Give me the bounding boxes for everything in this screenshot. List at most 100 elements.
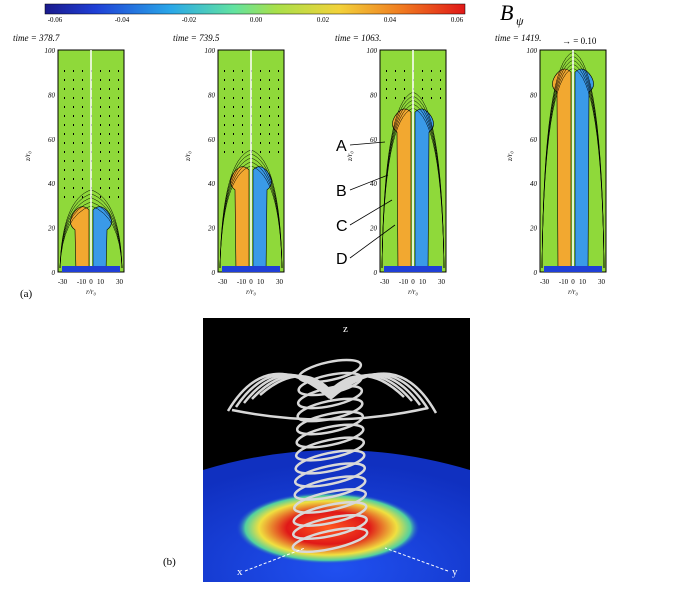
x-tick-label: -30 xyxy=(380,278,390,286)
x-tick-label: 0 xyxy=(249,278,253,286)
x-tick-label: 30 xyxy=(116,278,124,286)
y-axis-label: z/r₀ xyxy=(346,151,354,162)
x-tick-label: 10 xyxy=(419,278,427,286)
colorbar-tick: 0.00 xyxy=(250,16,263,24)
helix-turn xyxy=(295,410,365,436)
y-tick-label: 40 xyxy=(370,180,378,188)
vector xyxy=(64,70,65,72)
vector xyxy=(269,106,270,108)
helix-turn xyxy=(295,423,365,449)
base xyxy=(384,266,442,272)
vector xyxy=(100,151,101,153)
x-tick-label: 0 xyxy=(571,278,575,286)
vector xyxy=(100,79,101,81)
y-tick-label: 40 xyxy=(208,180,216,188)
lobe-right xyxy=(574,68,594,273)
vector xyxy=(109,196,110,198)
vector xyxy=(118,88,119,90)
y-axis-label: z/r₀ xyxy=(24,151,32,162)
colorbar xyxy=(44,3,466,15)
y-tick-label: 80 xyxy=(370,91,378,99)
colorbar-label: B xyxy=(500,0,513,25)
vector xyxy=(109,178,110,180)
vector xyxy=(73,79,74,81)
vector xyxy=(242,97,243,99)
vector xyxy=(73,88,74,90)
y-tick-label: 60 xyxy=(48,136,56,144)
vector xyxy=(82,70,83,72)
y-tick-label: 20 xyxy=(370,225,378,233)
vector xyxy=(64,124,65,126)
vector xyxy=(386,70,387,72)
y-tick-label: 40 xyxy=(530,180,538,188)
marker-line xyxy=(349,174,389,191)
vector xyxy=(118,178,119,180)
vector xyxy=(73,133,74,135)
ring xyxy=(236,492,420,564)
vector xyxy=(440,79,441,81)
vector xyxy=(100,169,101,171)
vector xyxy=(440,97,441,99)
vector xyxy=(82,160,83,162)
vector xyxy=(109,187,110,189)
vector xyxy=(233,151,234,153)
vector xyxy=(224,133,225,135)
vector xyxy=(431,70,432,72)
field-lines xyxy=(226,358,438,554)
cap-line xyxy=(226,372,331,412)
vector xyxy=(404,70,405,72)
vector xyxy=(73,115,74,117)
vector xyxy=(260,151,261,153)
vector xyxy=(100,133,101,135)
x-axis-label: r/r₀ xyxy=(408,288,418,296)
vector xyxy=(118,160,119,162)
lobe-left xyxy=(230,166,250,273)
vector xyxy=(224,88,225,90)
vector xyxy=(422,97,423,99)
vector xyxy=(422,88,423,90)
vector xyxy=(260,115,261,117)
axis-x: x xyxy=(237,566,243,578)
vector xyxy=(278,70,279,72)
y-tick-label: 60 xyxy=(208,136,216,144)
colorbar-tick: 0.04 xyxy=(384,16,397,24)
vector xyxy=(118,151,119,153)
vector xyxy=(242,70,243,72)
vector xyxy=(100,88,101,90)
cap-rim xyxy=(231,406,429,421)
vector xyxy=(278,88,279,90)
cap-line xyxy=(329,372,438,414)
vector xyxy=(73,106,74,108)
vector xyxy=(118,196,119,198)
vector xyxy=(109,133,110,135)
vector xyxy=(269,151,270,153)
vector xyxy=(242,79,243,81)
vector xyxy=(100,187,101,189)
vector xyxy=(278,133,279,135)
vector xyxy=(118,97,119,99)
vector xyxy=(278,151,279,153)
vector xyxy=(431,79,432,81)
vector xyxy=(422,79,423,81)
time-label: time = 378.7 xyxy=(13,33,60,43)
x-tick-label: -10 xyxy=(399,278,409,286)
vector xyxy=(64,187,65,189)
x-tick-label: -30 xyxy=(540,278,550,286)
time-label: time = 1063. xyxy=(335,33,381,43)
x-tick-label: 10 xyxy=(579,278,587,286)
vector xyxy=(109,124,110,126)
vector xyxy=(109,70,110,72)
vector xyxy=(82,196,83,198)
vector xyxy=(260,106,261,108)
base xyxy=(544,266,602,272)
vector xyxy=(395,88,396,90)
x-tick-label: 30 xyxy=(438,278,446,286)
y-tick-label: 80 xyxy=(208,91,216,99)
y-tick-label: 20 xyxy=(208,225,216,233)
helix-turn xyxy=(292,488,368,514)
vector xyxy=(269,133,270,135)
vector xyxy=(82,97,83,99)
vector xyxy=(118,187,119,189)
vector xyxy=(100,70,101,72)
vector xyxy=(242,106,243,108)
